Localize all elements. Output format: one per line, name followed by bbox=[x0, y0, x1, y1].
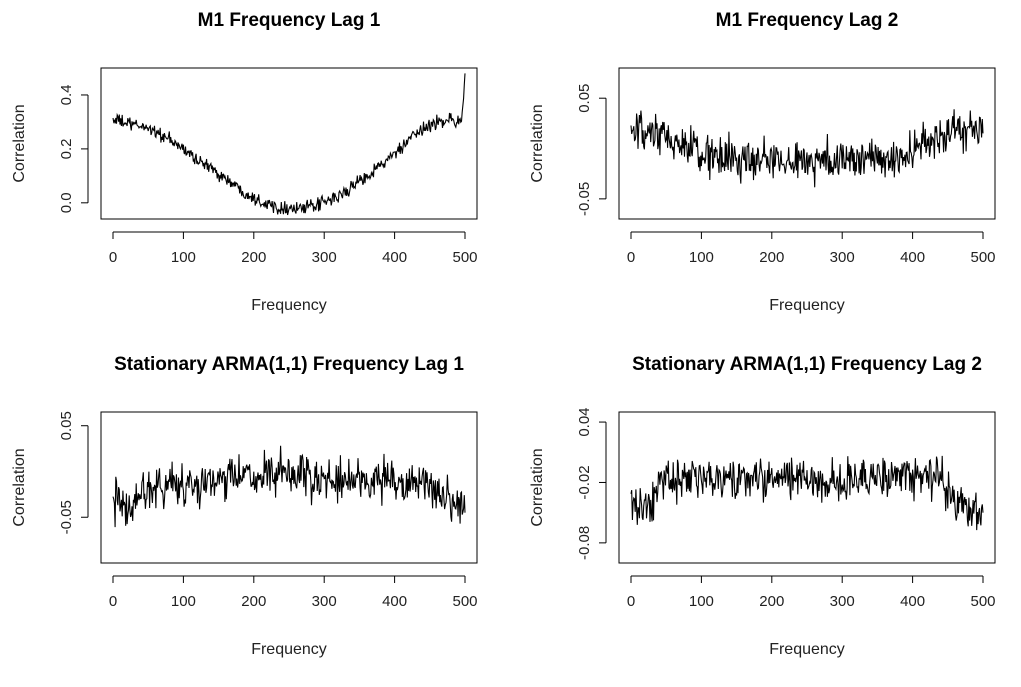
x-tick-label: 100 bbox=[171, 593, 196, 610]
x-axis-title: Frequency bbox=[769, 641, 845, 658]
y-tick-label: 0.4 bbox=[58, 85, 75, 106]
chart-panel-arma-lag2: Stationary ARMA(1,1) Frequency Lag 2 0 100… bbox=[518, 344, 1021, 687]
series-line bbox=[112, 73, 466, 216]
x-tick-label: 500 bbox=[452, 249, 477, 266]
chart-panel-arma-lag1: Stationary ARMA(1,1) Frequency Lag 1 0 100… bbox=[0, 344, 510, 687]
series-line bbox=[112, 445, 466, 528]
chart-title: Stationary ARMA(1,1) Frequency Lag 1 bbox=[114, 354, 464, 375]
series-line bbox=[630, 455, 984, 531]
plot-frame bbox=[618, 411, 996, 564]
plot-svg: M1 Frequency Lag 1 0 100 200 300 400 500 Freque… bbox=[11, 10, 478, 314]
y-tick-label: -0.05 bbox=[576, 182, 593, 216]
y-axis-title: Correlation bbox=[11, 104, 28, 182]
x-tick-label: 300 bbox=[830, 249, 855, 266]
series-line bbox=[630, 109, 984, 188]
x-tick-label: 500 bbox=[970, 249, 995, 266]
x-tick-label: 200 bbox=[759, 593, 784, 610]
x-tick-label: 300 bbox=[312, 249, 337, 266]
x-tick-label: 400 bbox=[900, 249, 925, 266]
x-axis-title: Frequency bbox=[769, 297, 845, 314]
x-tick-label: 400 bbox=[382, 249, 407, 266]
x-tick-label: 0 bbox=[109, 249, 117, 266]
x-tick-label: 100 bbox=[689, 593, 714, 610]
plot-frame bbox=[100, 411, 478, 564]
y-tick-label: -0.05 bbox=[58, 500, 75, 534]
y-tick-label: -0.02 bbox=[576, 465, 593, 499]
y-axis-title: Correlation bbox=[11, 448, 28, 526]
plot-frame bbox=[618, 67, 996, 220]
plot-svg: M1 Frequency Lag 2 0 100 200 300 400 500 Freque… bbox=[529, 10, 996, 314]
chart-panel-m1-lag2: M1 Frequency Lag 2 0 100 200 300 400 500 Freque… bbox=[518, 0, 1021, 343]
x-tick-label: 400 bbox=[900, 593, 925, 610]
x-tick-label: 300 bbox=[312, 593, 337, 610]
x-tick-label: 0 bbox=[627, 593, 635, 610]
y-tick-label: 0.05 bbox=[576, 84, 593, 113]
x-tick-label: 0 bbox=[109, 593, 117, 610]
x-tick-label: 400 bbox=[382, 593, 407, 610]
y-tick-label: 0.0 bbox=[58, 192, 75, 213]
chart-title: M1 Frequency Lag 1 bbox=[198, 10, 381, 31]
x-tick-label: 200 bbox=[241, 249, 266, 266]
chart-panel-m1-lag1: M1 Frequency Lag 1 0 100 200 300 400 500 Freque… bbox=[0, 0, 510, 343]
plot-frame bbox=[100, 67, 478, 220]
x-tick-label: 200 bbox=[759, 249, 784, 266]
y-axis-title: Correlation bbox=[529, 104, 546, 182]
x-axis-title: Frequency bbox=[251, 297, 327, 314]
chart-title: Stationary ARMA(1,1) Frequency Lag 2 bbox=[632, 354, 982, 375]
plot-svg: Stationary ARMA(1,1) Frequency Lag 2 0 100… bbox=[529, 354, 996, 658]
y-tick-label: 0.05 bbox=[58, 411, 75, 440]
x-tick-label: 100 bbox=[689, 249, 714, 266]
x-tick-label: 300 bbox=[830, 593, 855, 610]
y-axis-title: Correlation bbox=[529, 448, 546, 526]
x-tick-label: 100 bbox=[171, 249, 196, 266]
x-tick-label: 500 bbox=[970, 593, 995, 610]
plot-svg: Stationary ARMA(1,1) Frequency Lag 1 0 100… bbox=[11, 354, 478, 658]
chart-title: M1 Frequency Lag 2 bbox=[716, 10, 899, 31]
x-axis-title: Frequency bbox=[251, 641, 327, 658]
y-tick-label: 0.2 bbox=[58, 138, 75, 159]
x-tick-label: 200 bbox=[241, 593, 266, 610]
x-tick-label: 0 bbox=[627, 249, 635, 266]
x-tick-label: 500 bbox=[452, 593, 477, 610]
y-tick-label: 0.04 bbox=[576, 407, 593, 436]
y-tick-label: -0.08 bbox=[576, 526, 593, 560]
